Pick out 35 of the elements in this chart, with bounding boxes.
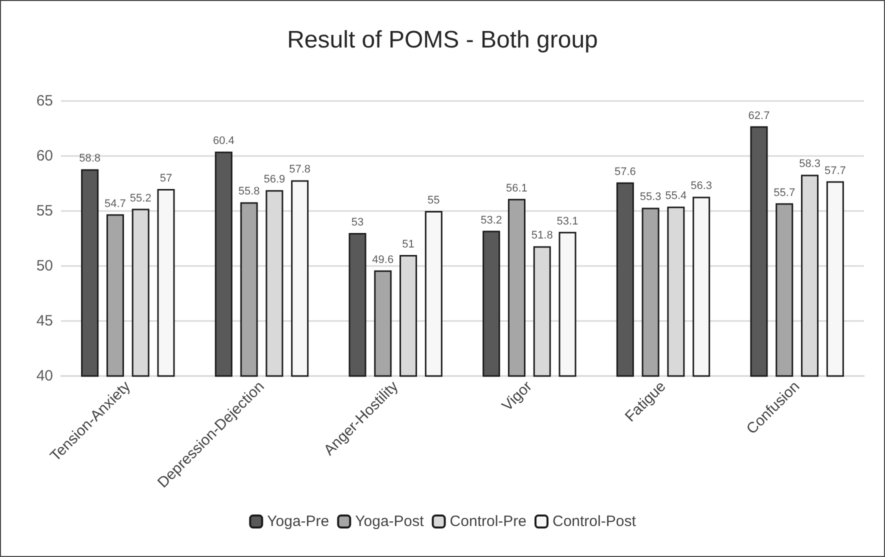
data-label: 58.3	[799, 158, 820, 170]
data-label: 55.2	[130, 192, 152, 204]
data-label: 49.6	[372, 254, 394, 266]
legend-label: Control-Pre	[450, 513, 527, 530]
data-label: 55.4	[665, 190, 687, 202]
chart-title: Result of POMS - Both group	[287, 26, 598, 54]
y-tick-label: 45	[36, 312, 53, 330]
data-label: 55.3	[640, 191, 662, 204]
legend-label: Yoga-Pre	[267, 513, 330, 530]
data-label: 58.8	[79, 152, 101, 165]
y-tick-label: 65	[36, 92, 53, 110]
y-tick-label: 40	[36, 368, 53, 384]
data-label: 55.7	[774, 186, 796, 199]
data-label: 54.7	[104, 198, 126, 210]
data-label: 55	[428, 194, 440, 206]
data-label: 60.4	[212, 135, 234, 148]
data-label: 51	[402, 238, 414, 250]
data-label: 53	[351, 216, 364, 228]
data-label: 53.1	[556, 215, 578, 228]
data-label: 51.8	[531, 230, 553, 242]
data-label: 57	[160, 172, 172, 184]
data-label: 62.7	[748, 110, 770, 122]
legend-label: Control-Post	[552, 513, 637, 530]
data-label: 57.6	[614, 166, 636, 178]
data-label: 56.1	[506, 182, 528, 194]
data-label: 55.8	[238, 186, 260, 198]
data-label: 53.2	[480, 214, 502, 226]
data-label: 56.3	[690, 180, 712, 192]
y-tick-label: 60	[36, 148, 53, 164]
legend-label: Yoga-Post	[355, 513, 425, 530]
data-label: 57.8	[289, 164, 311, 176]
data-label: 56.9	[264, 174, 286, 186]
data-label: 57.7	[824, 164, 846, 177]
y-tick-label: 55	[36, 202, 53, 220]
y-tick-label: 50	[36, 258, 53, 274]
